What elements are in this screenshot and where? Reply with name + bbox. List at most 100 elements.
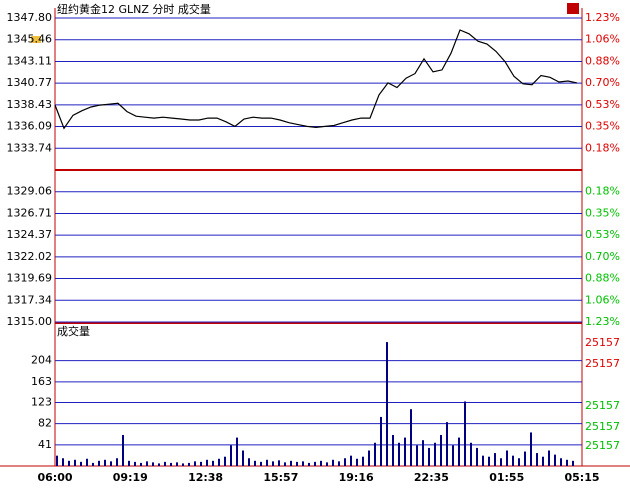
volume-bar <box>368 450 370 466</box>
volume-bar <box>170 462 172 466</box>
volume-bar <box>278 460 280 466</box>
volume-bar <box>314 461 316 466</box>
volume-bar <box>386 342 388 466</box>
volume-bar <box>86 458 88 466</box>
volume-bar <box>392 435 394 466</box>
volume-bar <box>194 461 196 466</box>
volume-bar <box>326 462 328 466</box>
volume-bar <box>302 461 304 466</box>
volume-bar <box>206 459 208 466</box>
volume-bar <box>446 422 448 466</box>
right-label: 0.53% <box>585 98 620 111</box>
volume-bar <box>218 458 220 466</box>
y-tick-label: 204 <box>31 354 52 367</box>
volume-bar <box>536 453 538 466</box>
volume-bar <box>146 461 148 466</box>
y-tick-label: 1322.02 <box>7 250 53 263</box>
x-tick-label: 01:55 <box>489 471 524 484</box>
volume-bar <box>380 416 382 466</box>
volume-bar <box>320 460 322 466</box>
volume-bar <box>464 401 466 466</box>
volume-title: 成交量 <box>57 324 90 338</box>
y-tick-label: 163 <box>31 375 52 388</box>
y-tick-label: 1347.80 <box>7 11 53 24</box>
volume-bar <box>566 459 568 466</box>
volume-bar <box>260 461 262 466</box>
volume-bar <box>98 460 100 466</box>
volume-bar <box>284 462 286 466</box>
volume-bar <box>236 437 238 466</box>
volume-bar <box>266 459 268 466</box>
volume-bar <box>434 442 436 466</box>
right-label: 25157 <box>585 336 620 349</box>
volume-bar <box>296 461 298 466</box>
y-tick-label: 41 <box>38 438 52 451</box>
volume-bar <box>530 432 532 466</box>
volume-bar <box>518 458 520 466</box>
y-tick-label: 1338.43 <box>7 98 53 111</box>
volume-bar <box>512 455 514 466</box>
price-line <box>54 29 578 130</box>
volume-bar <box>344 458 346 466</box>
menu-icon[interactable] <box>567 3 579 14</box>
x-tick-label: 19:16 <box>339 471 374 484</box>
volume-bar <box>428 447 430 466</box>
volume-bar <box>506 450 508 466</box>
volume-bar <box>116 458 118 466</box>
volume-bar <box>308 462 310 466</box>
y-tick-label: 1317.34 <box>7 293 53 306</box>
volume-bar <box>230 445 232 466</box>
x-tick-label: 06:00 <box>37 471 72 484</box>
volume-bar <box>548 450 550 466</box>
volume-bar <box>242 450 244 466</box>
volume-bar <box>488 456 490 466</box>
volume-bar <box>56 455 58 466</box>
volume-bar <box>362 456 364 466</box>
y-tick-label: 82 <box>38 417 52 430</box>
volume-bar <box>158 463 160 466</box>
x-tick-label: 15:57 <box>263 471 298 484</box>
volume-bar <box>62 458 64 466</box>
volume-bar <box>404 437 406 466</box>
volume-bar <box>224 456 226 466</box>
right-label: 25157 <box>585 420 620 433</box>
x-tick-label: 05:15 <box>564 471 599 484</box>
right-label: 0.18% <box>585 185 620 198</box>
volume-bar <box>470 442 472 466</box>
y-tick-label: 1345.46 <box>7 33 53 46</box>
volume-bar <box>140 462 142 466</box>
volume-bar <box>164 461 166 466</box>
right-label: 0.35% <box>585 206 620 219</box>
volume-bar <box>572 460 574 466</box>
volume-bar <box>176 462 178 466</box>
volume-bar <box>254 460 256 466</box>
right-label: 0.88% <box>585 272 620 285</box>
volume-bar <box>182 463 184 466</box>
volume-bar <box>476 447 478 466</box>
x-tick-label: 09:19 <box>113 471 148 484</box>
right-label: 0.53% <box>585 228 620 241</box>
right-label: 25157 <box>585 439 620 452</box>
volume-bar <box>110 461 112 466</box>
volume-bar <box>350 455 352 466</box>
volume-bar <box>92 462 94 466</box>
right-label: 25157 <box>585 357 620 370</box>
volume-bar <box>74 459 76 466</box>
y-tick-label: 1343.11 <box>7 54 53 67</box>
volume-bar <box>482 455 484 466</box>
volume-bar <box>290 460 292 466</box>
y-tick-label: 1324.37 <box>7 228 53 241</box>
y-tick-label: 1329.06 <box>7 185 53 198</box>
right-label: 1.06% <box>585 293 620 306</box>
volume-bar <box>152 462 154 466</box>
volume-bar <box>272 461 274 466</box>
right-label: 1.06% <box>585 33 620 46</box>
right-label: 0.88% <box>585 54 620 67</box>
right-label: 0.35% <box>585 120 620 133</box>
volume-bar <box>68 460 70 466</box>
volume-bar <box>338 461 340 466</box>
right-label: 0.18% <box>585 141 620 154</box>
volume-bar <box>122 435 124 466</box>
